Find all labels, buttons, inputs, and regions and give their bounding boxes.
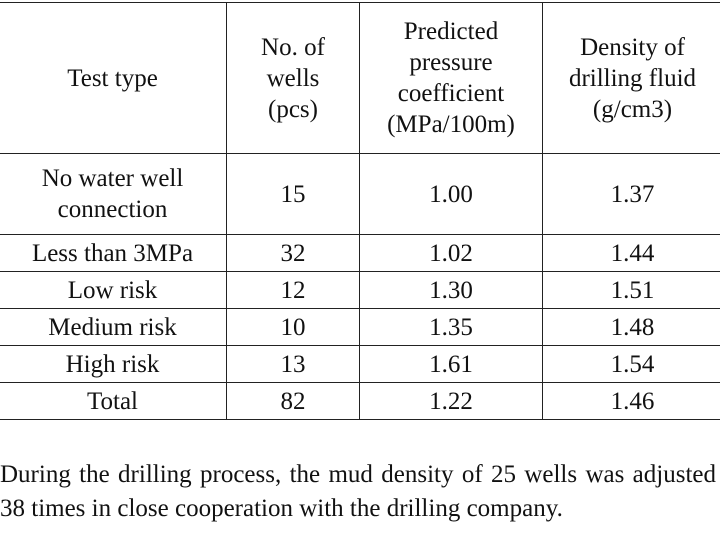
cell-test-type: No water well connection xyxy=(0,153,227,235)
table-row-total: Total 82 1.22 1.46 xyxy=(0,382,720,420)
cell-pressure: 1.00 xyxy=(359,153,543,235)
cell-test-type: Low risk xyxy=(0,271,227,309)
cell-pressure: 1.61 xyxy=(359,345,543,383)
header-drilling-fluid-density: Density of drilling fluid (g/cm3) xyxy=(542,2,720,154)
drilling-test-table: Test type No. of wells (pcs) Predicted p… xyxy=(0,2,720,420)
cell-wells: 15 xyxy=(226,153,360,235)
cell-density: 1.46 xyxy=(542,382,720,420)
cell-wells: 10 xyxy=(226,308,360,346)
table-row: No water well connection 15 1.00 1.37 xyxy=(0,153,720,235)
cell-density: 1.48 xyxy=(542,308,720,346)
table-header-row: Test type No. of wells (pcs) Predicted p… xyxy=(0,2,720,154)
table-row: Low risk 12 1.30 1.51 xyxy=(0,271,720,309)
cell-density: 1.44 xyxy=(542,234,720,272)
cell-wells: 12 xyxy=(226,271,360,309)
table-row: Medium risk 10 1.35 1.48 xyxy=(0,308,720,346)
cell-density: 1.51 xyxy=(542,271,720,309)
cell-pressure: 1.35 xyxy=(359,308,543,346)
cell-test-type: High risk xyxy=(0,345,227,383)
cell-test-type: Medium risk xyxy=(0,308,227,346)
cell-density: 1.37 xyxy=(542,153,720,235)
header-number-of-wells: No. of wells (pcs) xyxy=(226,2,360,154)
cell-wells: 13 xyxy=(226,345,360,383)
table-row: High risk 13 1.61 1.54 xyxy=(0,345,720,383)
cell-pressure: 1.22 xyxy=(359,382,543,420)
cell-test-type: Less than 3MPa xyxy=(0,234,227,272)
cell-test-type: Total xyxy=(0,382,227,420)
header-test-type: Test type xyxy=(0,2,227,154)
cell-pressure: 1.30 xyxy=(359,271,543,309)
table-footnote: During the drilling process, the mud den… xyxy=(0,461,716,522)
table-row: Less than 3MPa 32 1.02 1.44 xyxy=(0,234,720,272)
cell-pressure: 1.02 xyxy=(359,234,543,272)
header-predicted-pressure-coefficient: Predicted pressure coefficient (MPa/100m… xyxy=(359,2,543,154)
cell-wells: 82 xyxy=(226,382,360,420)
cell-wells: 32 xyxy=(226,234,360,272)
cell-density: 1.54 xyxy=(542,345,720,383)
